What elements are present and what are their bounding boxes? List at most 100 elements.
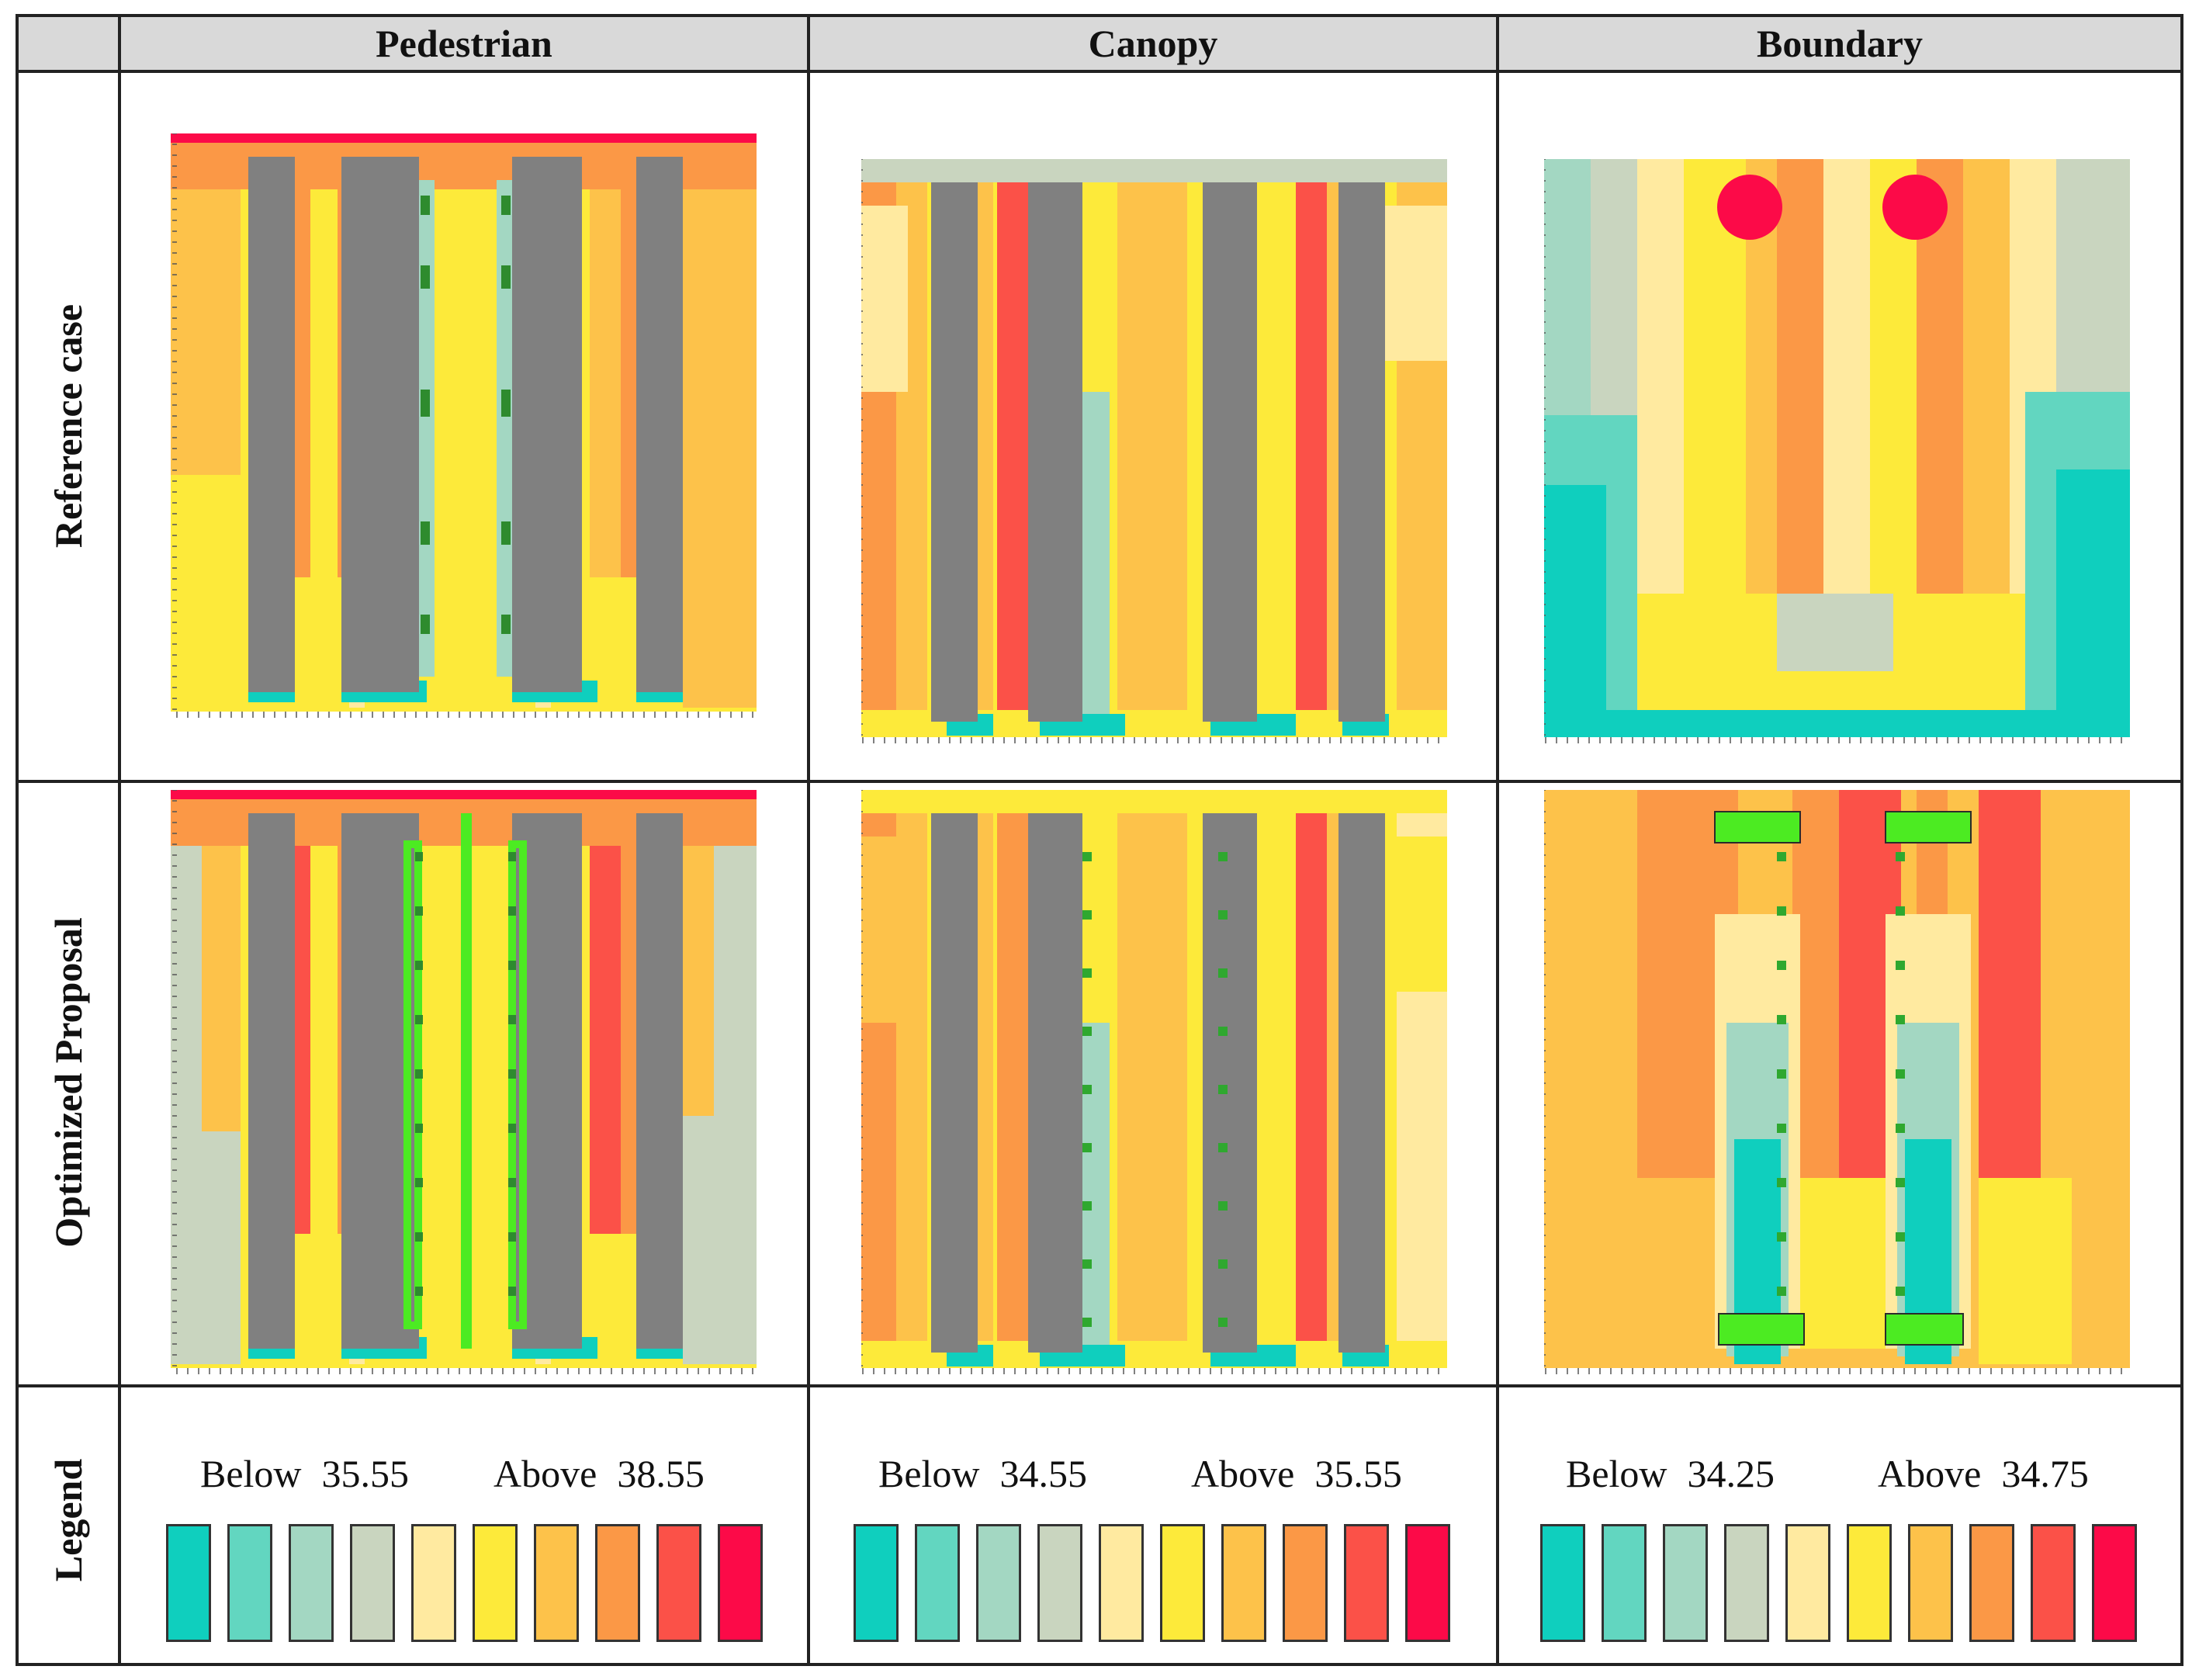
vegetation	[415, 1015, 423, 1024]
heat-band	[1079, 392, 1110, 718]
vegetation	[508, 1178, 516, 1187]
vegetation	[1777, 852, 1786, 861]
heat-band	[861, 206, 908, 392]
vegetation	[1218, 1201, 1228, 1211]
heat-band	[997, 182, 1028, 710]
heat-band	[310, 799, 338, 1234]
legend-swatch	[1908, 1524, 1953, 1642]
vegetation	[1777, 1178, 1786, 1187]
vegetation	[1777, 1287, 1786, 1296]
legend-swatch	[166, 1524, 211, 1642]
legend-swatch	[1283, 1524, 1328, 1642]
map-boundary-reference	[1544, 159, 2130, 743]
vegetation	[1082, 968, 1092, 978]
vegetation	[1896, 1287, 1905, 1296]
heat-band	[497, 180, 512, 677]
heat-band	[1544, 790, 1637, 1178]
heat-band	[1296, 182, 1327, 710]
vegetation	[1218, 968, 1228, 978]
vegetation	[461, 813, 472, 1349]
vegetation	[1896, 906, 1905, 916]
heat-band	[419, 180, 435, 677]
vegetation	[1896, 1232, 1905, 1242]
legend-swatch	[595, 1524, 640, 1642]
legend-swatch	[656, 1524, 701, 1642]
legend-canopy-below: Below 34.55	[878, 1452, 1088, 1495]
vegetation	[501, 196, 511, 215]
legend-swatch	[1221, 1524, 1266, 1642]
legend-swatch	[1847, 1524, 1892, 1642]
vegetation	[421, 196, 430, 215]
legend-swatch	[473, 1524, 518, 1642]
vegetation	[1082, 1085, 1092, 1094]
vegetation	[415, 1287, 423, 1296]
vegetation	[1777, 1124, 1786, 1133]
heat-band	[1979, 1178, 2072, 1364]
vegetation	[1082, 852, 1092, 861]
heat-band	[861, 837, 908, 1023]
legend-pedestrian-above: Above 38.55	[493, 1452, 705, 1495]
vegetation	[415, 1124, 423, 1133]
heat-band	[1979, 790, 2041, 1178]
map-canopy-optimized	[861, 790, 1447, 1374]
heat-band	[1117, 182, 1187, 710]
vegetation	[1777, 1232, 1786, 1242]
vegetation	[421, 390, 430, 417]
building	[512, 157, 551, 692]
legend-swatch	[1540, 1524, 1585, 1642]
legend-boundary-above: Above 34.75	[1878, 1452, 2089, 1495]
heat-band	[171, 133, 757, 143]
vegetation	[1082, 1259, 1092, 1269]
vegetation	[1082, 910, 1092, 920]
vegetation	[1218, 1259, 1228, 1269]
legend-swatch	[1037, 1524, 1082, 1642]
vegetation	[415, 961, 423, 970]
vegetation	[1777, 961, 1786, 970]
vegetation	[1885, 811, 1972, 843]
vegetation	[501, 390, 511, 417]
heat-band	[171, 1131, 241, 1364]
heat-band	[1800, 1178, 1886, 1349]
vegetation	[415, 1069, 423, 1079]
vegetation	[508, 840, 527, 1329]
building	[636, 813, 683, 1349]
vegetation	[1714, 811, 1801, 843]
heat-band	[171, 790, 757, 799]
legend-pedestrian-below: Below 35.55	[200, 1452, 410, 1495]
legend-swatch	[1785, 1524, 1830, 1642]
vegetation	[1082, 1143, 1092, 1152]
legend-swatch	[1663, 1524, 1708, 1642]
heat-band	[1079, 1023, 1110, 1349]
vegetation	[421, 521, 430, 545]
building	[1338, 813, 1385, 1353]
heat-band	[1544, 1193, 1715, 1364]
heat-band	[861, 790, 1447, 813]
heat-band	[861, 159, 1447, 182]
vegetation	[1218, 1318, 1228, 1327]
map-boundary-optimized	[1544, 790, 2130, 1374]
heat-band	[1544, 485, 1606, 737]
vegetation	[508, 852, 516, 861]
vegetation	[508, 961, 516, 970]
legend-swatch	[411, 1524, 456, 1642]
vegetation	[508, 1015, 516, 1024]
legend-swatch	[915, 1524, 960, 1642]
vegetation	[501, 615, 511, 634]
hotspot	[1882, 175, 1948, 240]
vegetation	[403, 840, 422, 1329]
heat-band	[683, 459, 757, 708]
building	[636, 157, 683, 692]
heat-band	[1373, 837, 1447, 992]
legend-swatch	[2031, 1524, 2076, 1642]
vegetation	[1218, 1085, 1228, 1094]
vegetation	[1082, 1201, 1092, 1211]
column-header-canopy: Canopy	[1088, 22, 1218, 65]
legend-swatch	[1724, 1524, 1769, 1642]
heat-band	[1823, 159, 1870, 594]
legend-boundary-below: Below 34.25	[1566, 1452, 1775, 1495]
vegetation	[421, 265, 430, 289]
vegetation	[415, 906, 423, 916]
heat-band	[171, 475, 241, 708]
vegetation	[1082, 1318, 1092, 1327]
building	[1203, 813, 1238, 1353]
